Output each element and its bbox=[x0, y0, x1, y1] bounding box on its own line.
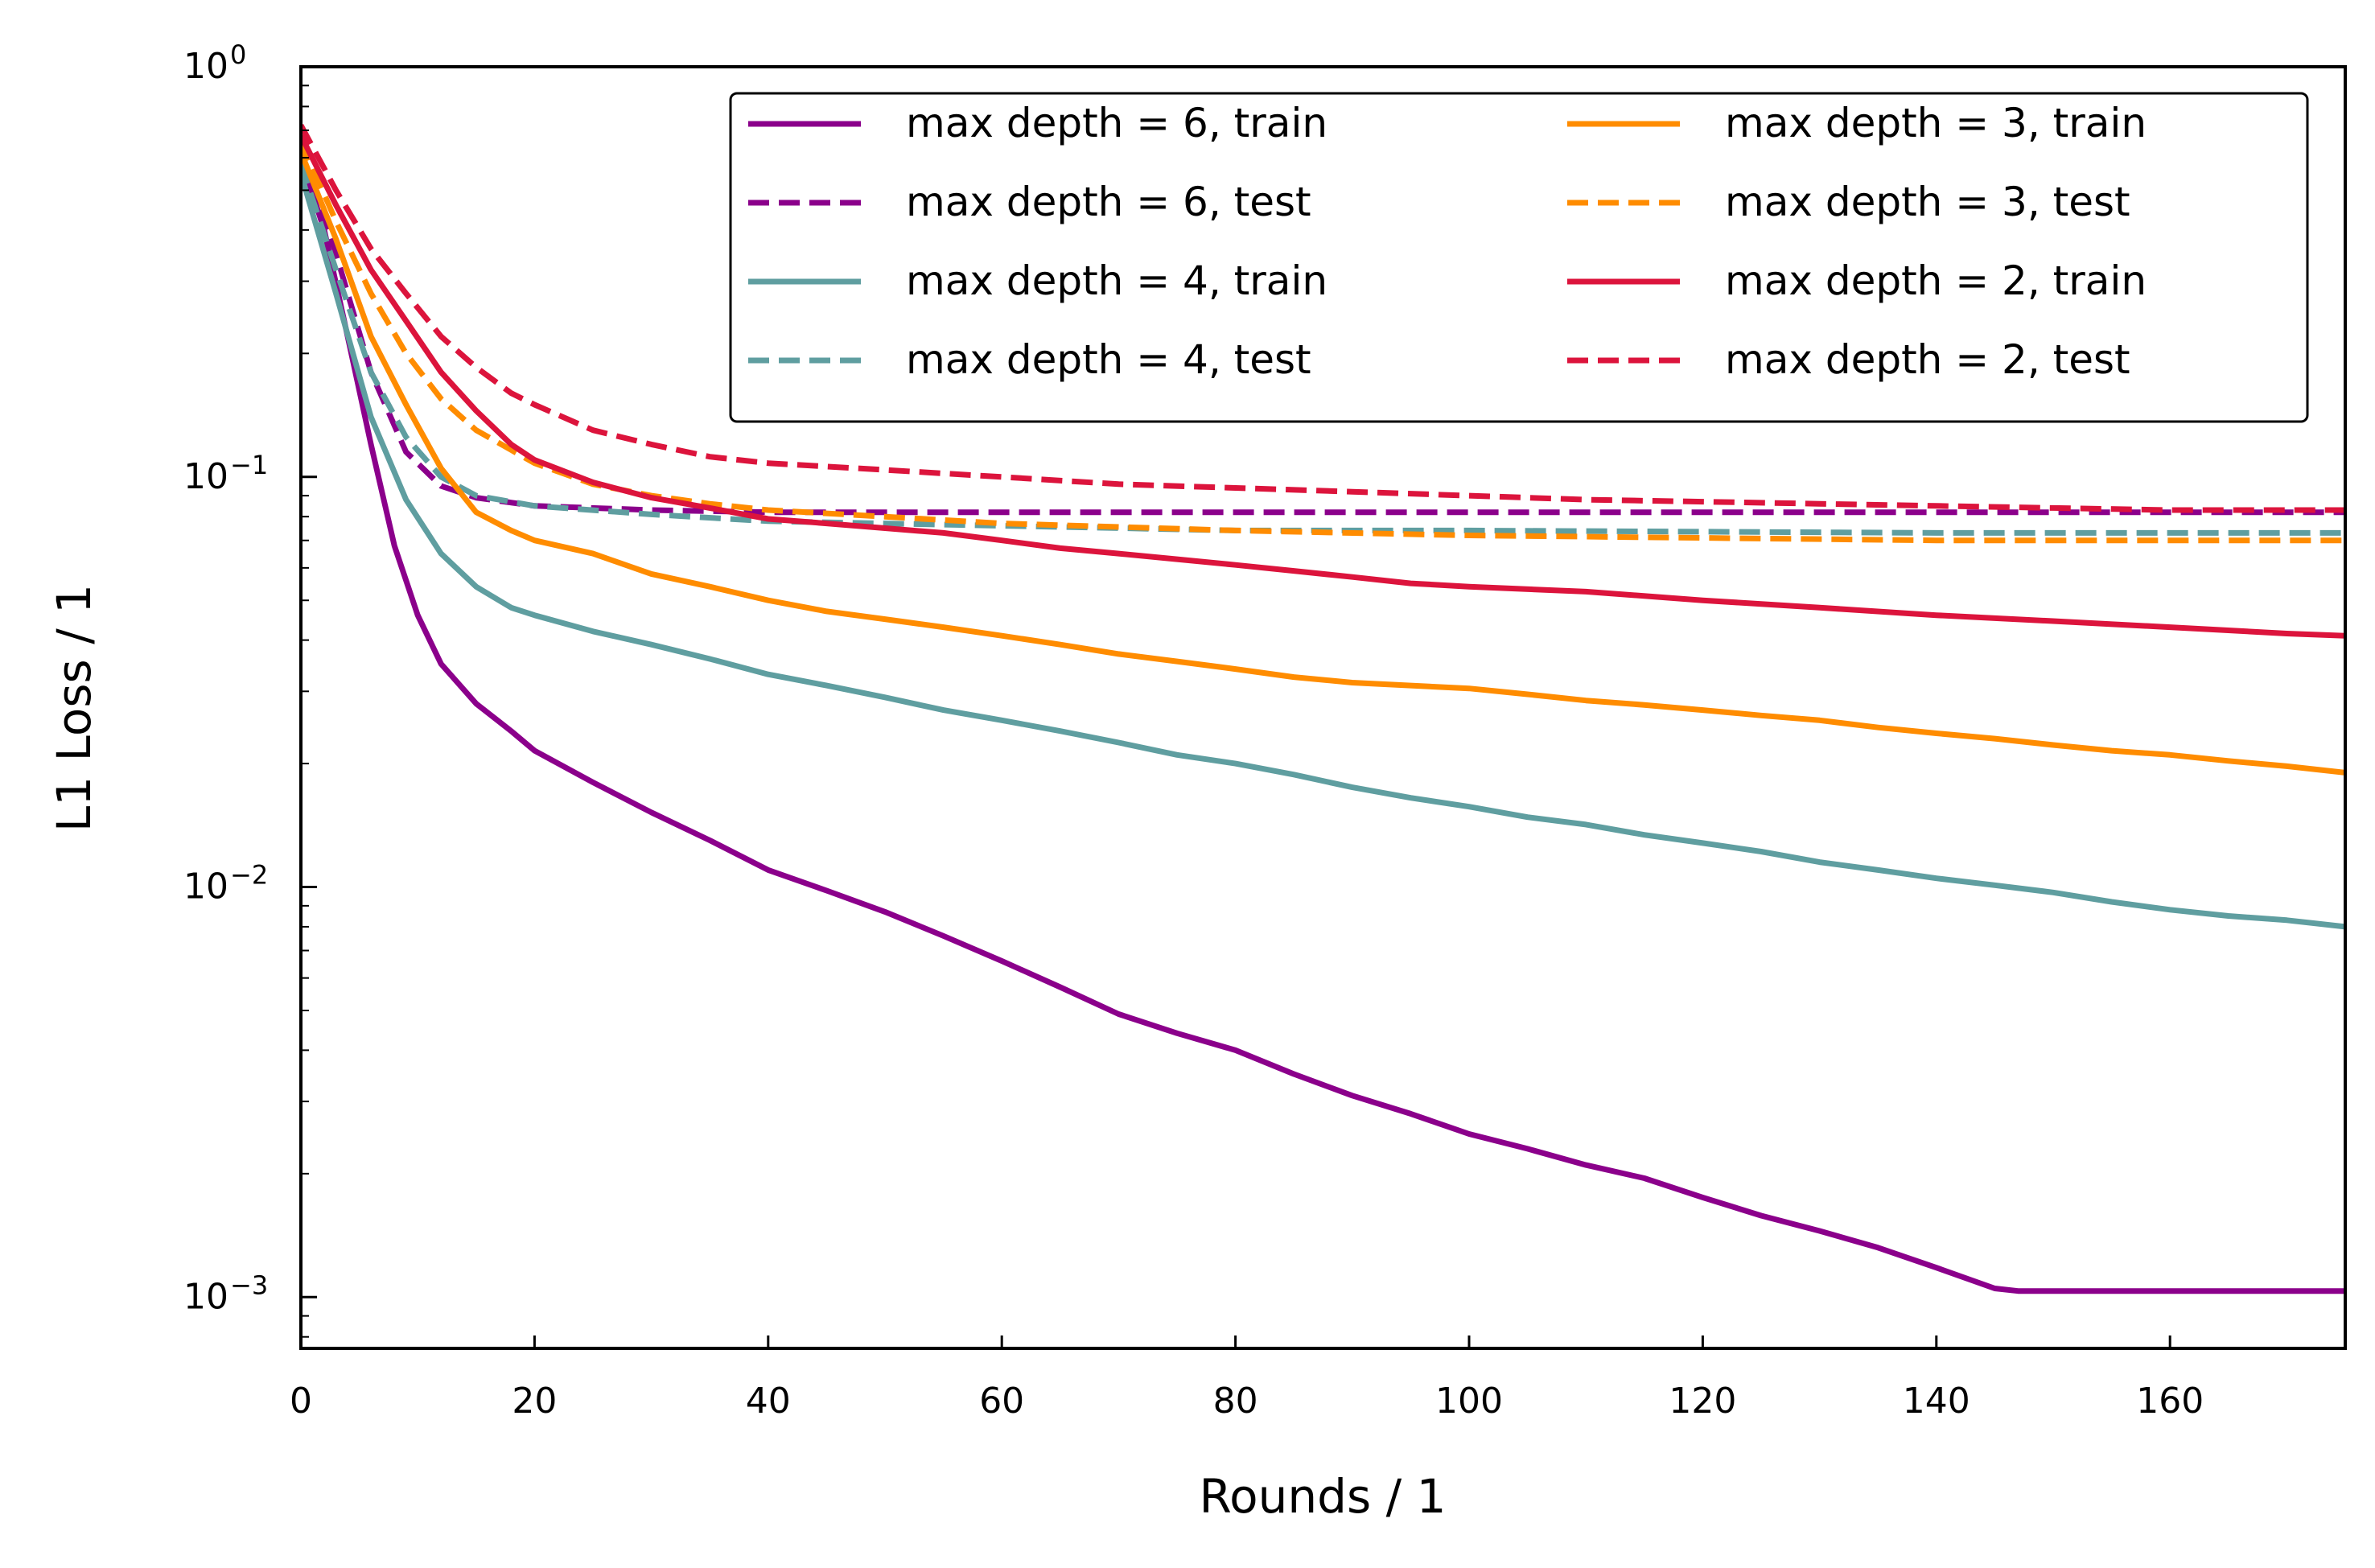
series-layer bbox=[301, 124, 2345, 1294]
series-line-5 bbox=[301, 150, 2345, 776]
legend-label-2: max depth = 6, test bbox=[906, 179, 1311, 225]
series-line-8 bbox=[301, 124, 2345, 513]
legend-label-6: max depth = 3, test bbox=[1725, 179, 2130, 225]
series-line-1 bbox=[301, 157, 2345, 1294]
legend: max depth = 6, train max depth = 6, test m… bbox=[729, 92, 2309, 423]
y-tick-label: 10 bbox=[183, 866, 228, 907]
series-line-4 bbox=[301, 163, 2345, 536]
legend-label-3: max depth = 4, train bbox=[906, 257, 1327, 304]
series-line-3 bbox=[301, 172, 2345, 930]
x-tick-label: 20 bbox=[512, 1381, 557, 1422]
x-tick-label: 100 bbox=[1435, 1381, 1503, 1422]
y-tick-label: 10 bbox=[183, 46, 228, 87]
y-tick-exponent: −2 bbox=[230, 860, 268, 891]
y-axis-label: L1 Loss / 1 bbox=[47, 584, 101, 832]
x-axis-label: Rounds / 1 bbox=[1199, 1469, 1446, 1524]
y-tick-label: 10 bbox=[183, 456, 228, 497]
y-tick-label: 10 bbox=[183, 1276, 228, 1317]
legend-label-5: max depth = 3, train bbox=[1725, 100, 2147, 146]
x-tick-label: 60 bbox=[979, 1381, 1024, 1422]
y-tick-exponent: 0 bbox=[230, 39, 246, 70]
legend-label-7: max depth = 2, train bbox=[1725, 257, 2147, 304]
series-line-7 bbox=[301, 134, 2345, 639]
plot-frame bbox=[299, 65, 2347, 1350]
x-tick-label: 80 bbox=[1213, 1381, 1258, 1422]
legend-box bbox=[729, 92, 2309, 423]
x-tick-label: 120 bbox=[1669, 1381, 1736, 1422]
x-tick-label: 140 bbox=[1903, 1381, 1970, 1422]
series-line-6 bbox=[301, 139, 2345, 544]
x-tick-label: 0 bbox=[290, 1381, 312, 1422]
y-tick-exponent: −1 bbox=[230, 450, 268, 480]
legend-label-4: max depth = 4, test bbox=[906, 336, 1311, 383]
legend-label-8: max depth = 2, test bbox=[1725, 336, 2130, 383]
x-tick-label: 160 bbox=[2136, 1381, 2204, 1422]
legend-label-1: max depth = 6, train bbox=[906, 100, 1327, 146]
x-tick-label: 40 bbox=[746, 1381, 791, 1422]
y-tick-exponent: −3 bbox=[230, 1270, 268, 1300]
